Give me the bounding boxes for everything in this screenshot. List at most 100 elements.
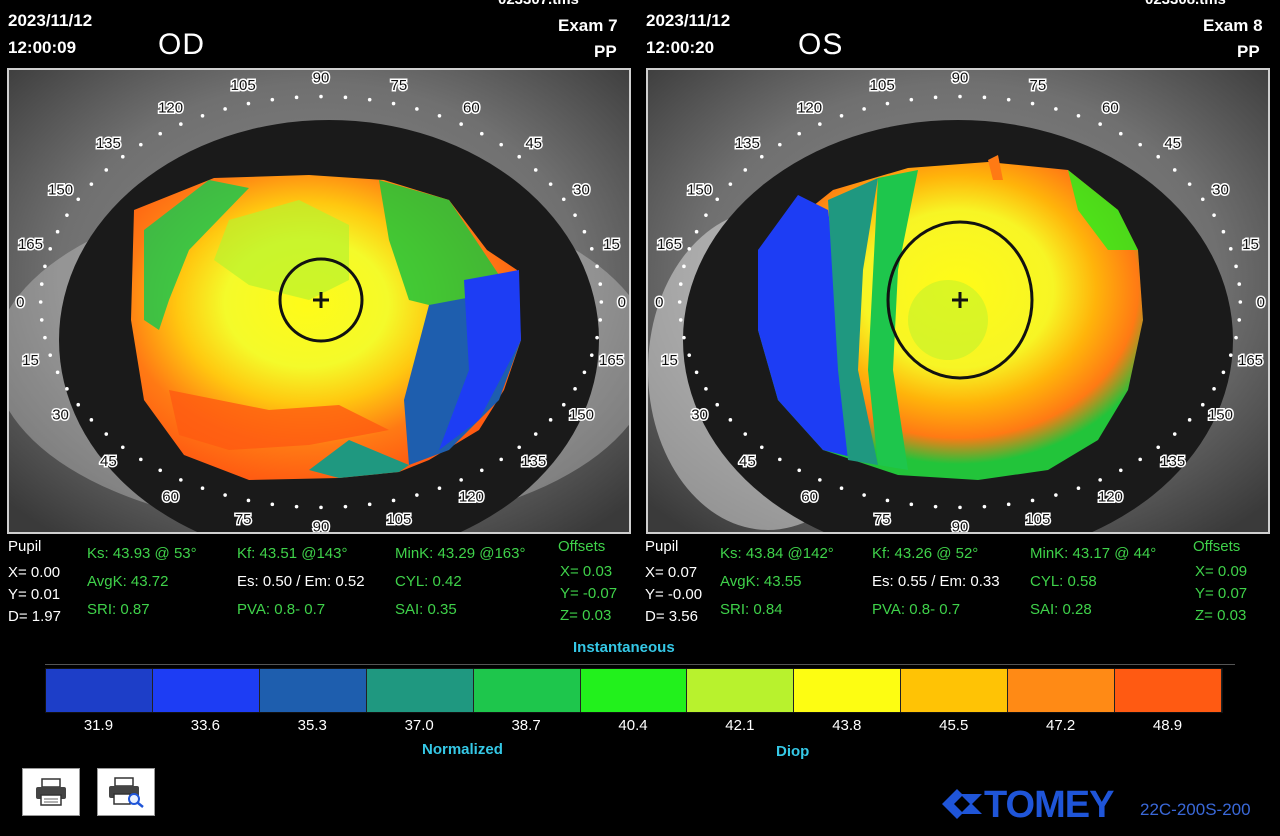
angle-tick	[958, 94, 962, 99]
left-offset-z: Z= 0.03	[560, 607, 612, 624]
angle-tick	[797, 468, 802, 473]
angle-tick	[517, 445, 522, 450]
angle-tick	[982, 504, 987, 509]
right-ks: Ks: 43.84 @142°	[720, 545, 834, 562]
angle-label: 60	[162, 489, 179, 506]
angle-tick	[1030, 498, 1035, 503]
angle-label: 135	[735, 135, 760, 152]
angle-tick	[1187, 418, 1192, 422]
angle-tick	[599, 300, 604, 304]
angle-tick	[743, 168, 748, 172]
angle-tick	[704, 387, 708, 391]
print-preview-button[interactable]	[97, 768, 155, 816]
angle-tick	[933, 95, 938, 100]
scale-swatch	[901, 669, 1009, 712]
angle-tick	[862, 107, 866, 111]
left-avgk: AvgK: 43.72	[87, 573, 169, 590]
angle-tick	[1200, 197, 1205, 202]
angle-tick	[479, 131, 484, 136]
angle-tick	[499, 142, 503, 147]
left-angle-ticks	[38, 94, 604, 510]
angle-tick	[223, 107, 227, 111]
scale-swatch	[366, 669, 474, 712]
angle-tick	[270, 502, 275, 507]
scale-tick-label: 33.6	[190, 717, 220, 734]
right-pva: PVA: 0.8- 0.7	[872, 601, 961, 618]
angle-tick	[682, 335, 686, 340]
angle-tick	[179, 122, 183, 126]
angle-label: 45	[1164, 135, 1181, 152]
left-topography-panel[interactable]: 105 90 75 120 60 135 45 150 30 165 15 0 0 15 165 30 150 4…	[7, 68, 631, 534]
angle-label: 165	[599, 352, 624, 369]
angle-tick	[139, 142, 143, 147]
scale-swatch	[259, 669, 367, 712]
angle-tick	[678, 282, 683, 286]
scale-swatch	[473, 669, 581, 712]
angle-tick	[367, 97, 372, 102]
angle-tick	[367, 502, 372, 507]
angle-tick	[598, 318, 603, 322]
scale-tick-label: 42.1	[725, 717, 755, 734]
angle-label: 15	[1242, 236, 1259, 253]
left-pupil-x: X= 0.00	[8, 564, 61, 581]
angle-tick	[1172, 432, 1177, 436]
left-exam: Exam 7	[558, 16, 618, 35]
angle-label: 30	[1212, 182, 1229, 199]
right-date: 2023/11/12	[646, 11, 731, 30]
angle-label: 135	[1160, 453, 1185, 470]
angle-tick	[43, 264, 47, 269]
angle-tick	[1076, 114, 1081, 118]
angle-tick	[1234, 335, 1238, 340]
angle-tick	[1054, 107, 1058, 111]
print-button[interactable]	[22, 768, 80, 816]
right-topography-panel[interactable]: 105 90 75 120 60 135 45 150 30 165 15 0 0 15 165 30 150 4…	[646, 68, 1270, 534]
angle-tick	[797, 131, 802, 136]
right-pupil-y: Y= -0.00	[645, 586, 703, 603]
angle-tick	[694, 229, 699, 234]
angle-tick	[65, 387, 69, 391]
angle-tick	[294, 95, 299, 100]
angle-tick	[437, 486, 442, 490]
angle-tick	[573, 387, 577, 391]
angle-tick	[139, 457, 143, 462]
scale-tick-label: 47.2	[1046, 717, 1076, 734]
angle-tick	[728, 182, 733, 186]
angle-tick	[1228, 247, 1233, 251]
angle-label: 120	[1098, 489, 1123, 506]
right-mink: MinK: 43.17 @ 44°	[1030, 545, 1157, 562]
scale-swatch	[1008, 669, 1116, 712]
angle-tick	[517, 154, 522, 159]
angle-tick	[1054, 493, 1058, 497]
angle-tick	[1118, 131, 1123, 136]
angle-tick	[1221, 229, 1226, 234]
scale-swatch	[46, 669, 153, 712]
color-scale-bar	[45, 668, 1223, 713]
angle-tick	[1237, 318, 1242, 322]
angle-tick	[885, 101, 890, 106]
tomey-logo-text: TOMEY	[984, 784, 1114, 826]
scale-tick-label: 40.4	[618, 717, 648, 734]
angle-tick	[437, 114, 442, 118]
angle-label: 30	[573, 182, 590, 199]
left-pupil-d: D= 1.97	[8, 608, 61, 625]
angle-tick	[48, 353, 53, 357]
angle-tick	[89, 418, 94, 422]
angle-label: 90	[952, 70, 969, 86]
angle-tick	[1234, 264, 1238, 269]
angle-label: 90	[313, 519, 330, 532]
print-preview-icon	[109, 777, 144, 808]
angle-tick	[391, 101, 396, 106]
angle-tick	[715, 402, 720, 407]
angle-tick	[1238, 300, 1243, 304]
angle-label: 90	[313, 70, 330, 86]
angle-tick	[561, 402, 566, 407]
left-offsets-label: Offsets	[558, 538, 606, 555]
angle-tick	[598, 282, 603, 286]
angle-tick	[728, 418, 733, 422]
scale-swatch	[687, 669, 795, 712]
angle-label: 150	[48, 182, 73, 199]
tomey-logo: TOMEY	[940, 784, 1114, 827]
angle-tick	[1006, 97, 1011, 102]
angle-tick	[687, 247, 692, 251]
